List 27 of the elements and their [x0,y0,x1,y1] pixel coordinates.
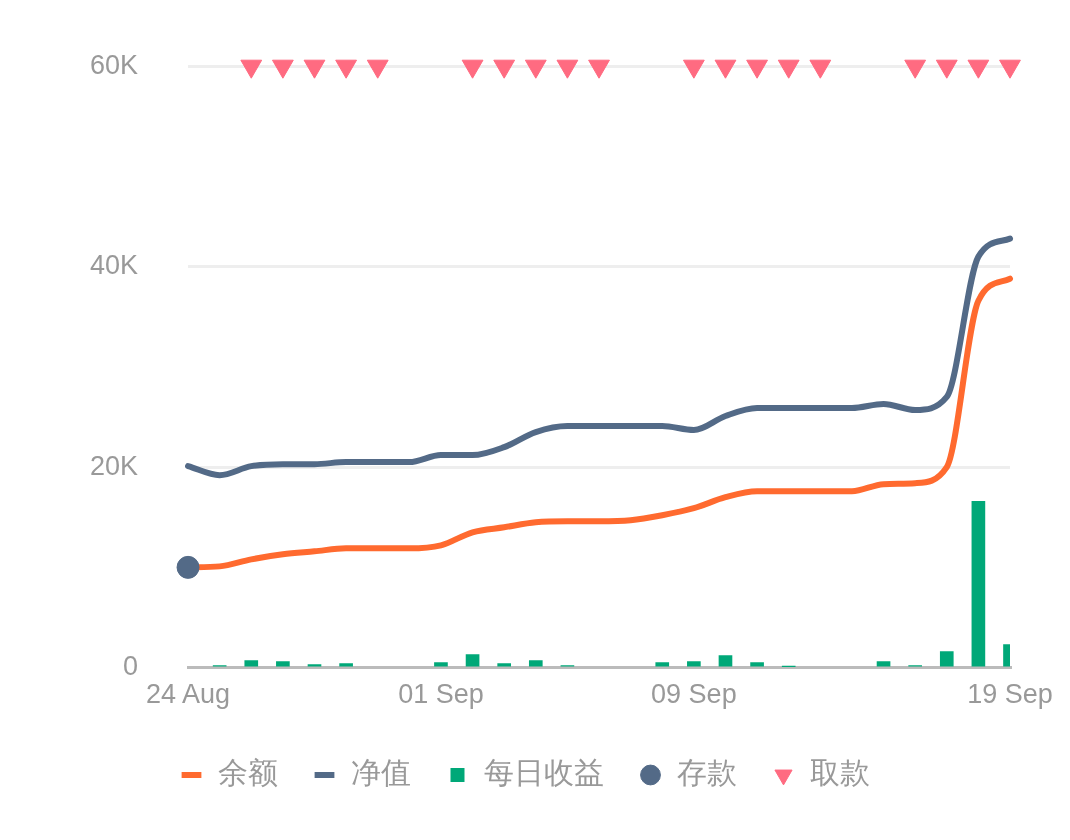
y-tick-label: 40K [89,250,139,281]
bar [276,661,290,667]
y-tick-label: 0 [123,651,139,682]
legend-label: 存款 [676,754,737,790]
bar [497,663,512,667]
y-tick-label: 20K [89,450,139,481]
bar [687,661,701,667]
legend-label: 取款 [809,754,870,790]
bar [876,661,891,667]
bar [465,654,480,667]
x-tick-label: 19 Sep [967,679,1053,710]
y-tick-label: 60K [89,49,139,80]
bar [434,662,448,667]
x-tick-label: 01 Sep [398,679,484,710]
bar [971,500,986,667]
legend-label: 净值 [350,754,411,790]
bar [718,655,733,667]
bar [339,663,353,667]
bar [939,651,954,667]
legend-label: 每日收益 [483,754,604,790]
x-tick-label: 24 Aug [145,679,231,710]
bar [750,662,764,667]
bar [528,660,543,667]
bar [655,662,670,667]
x-tick-label: 09 Sep [651,679,737,710]
bar [244,660,259,667]
legend-label: 余额 [217,754,278,790]
